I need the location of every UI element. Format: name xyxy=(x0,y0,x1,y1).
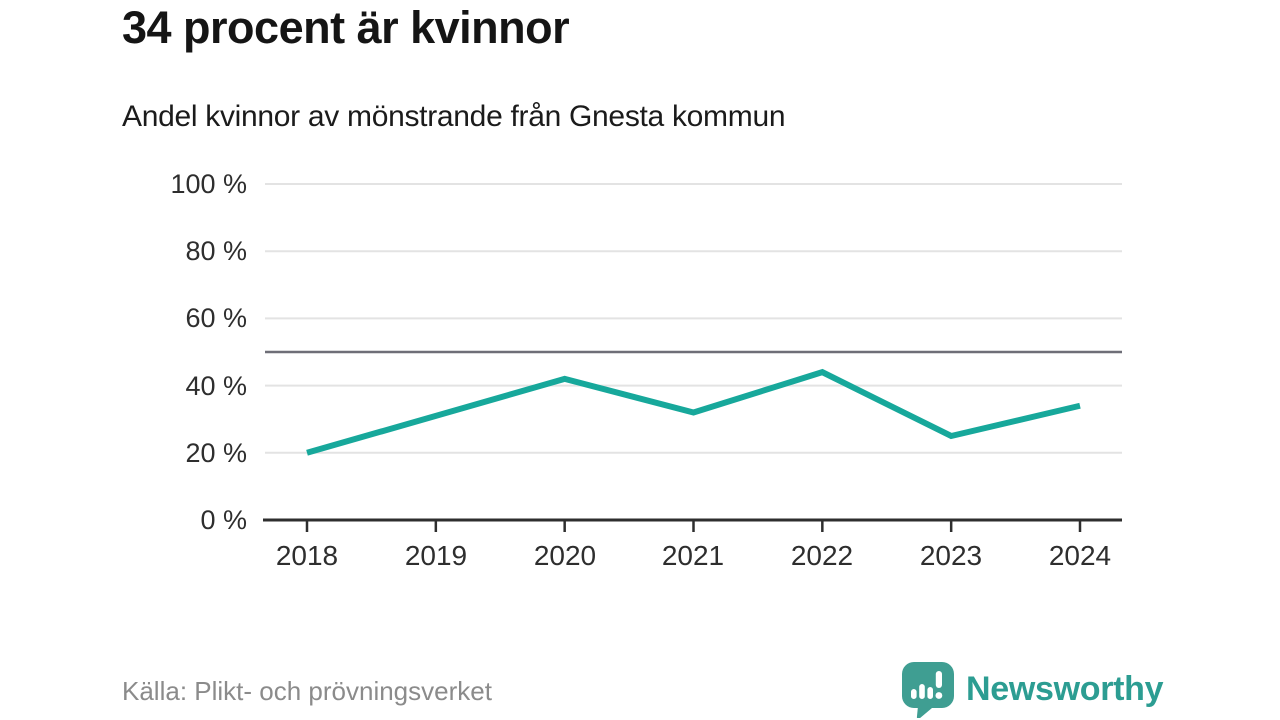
x-tick-label: 2018 xyxy=(275,540,339,571)
chart-title: 34 procent är kvinnor xyxy=(122,2,570,53)
brand-name: Newsworthy xyxy=(966,670,1164,708)
x-tick-label: 2024 xyxy=(1048,540,1112,571)
x-tick-label: 2023 xyxy=(919,540,983,571)
data-line-andel-kvinnor xyxy=(306,368,1081,456)
source-note: Källa: Plikt- och prövningsverket xyxy=(122,676,492,706)
x-tick-label: 2020 xyxy=(533,540,597,571)
x-tick-label: 2019 xyxy=(404,540,468,571)
chart-subtitle: Andel kvinnor av mönstrande från Gnesta … xyxy=(122,100,786,133)
y-tick-label: 100 % xyxy=(170,169,247,199)
y-tick-label: 20 % xyxy=(185,438,247,468)
y-tick-label: 60 % xyxy=(185,303,247,333)
x-tick-label: 2022 xyxy=(790,540,854,571)
y-tick-label: 80 % xyxy=(185,236,247,266)
newsworthy-brand: Newsworthy xyxy=(900,660,1164,718)
bar-chart-speech-bubble-icon xyxy=(902,662,954,718)
y-tick-label: 0 % xyxy=(200,505,247,535)
y-tick-label: 40 % xyxy=(185,371,247,401)
x-tick-label: 2021 xyxy=(661,540,725,571)
